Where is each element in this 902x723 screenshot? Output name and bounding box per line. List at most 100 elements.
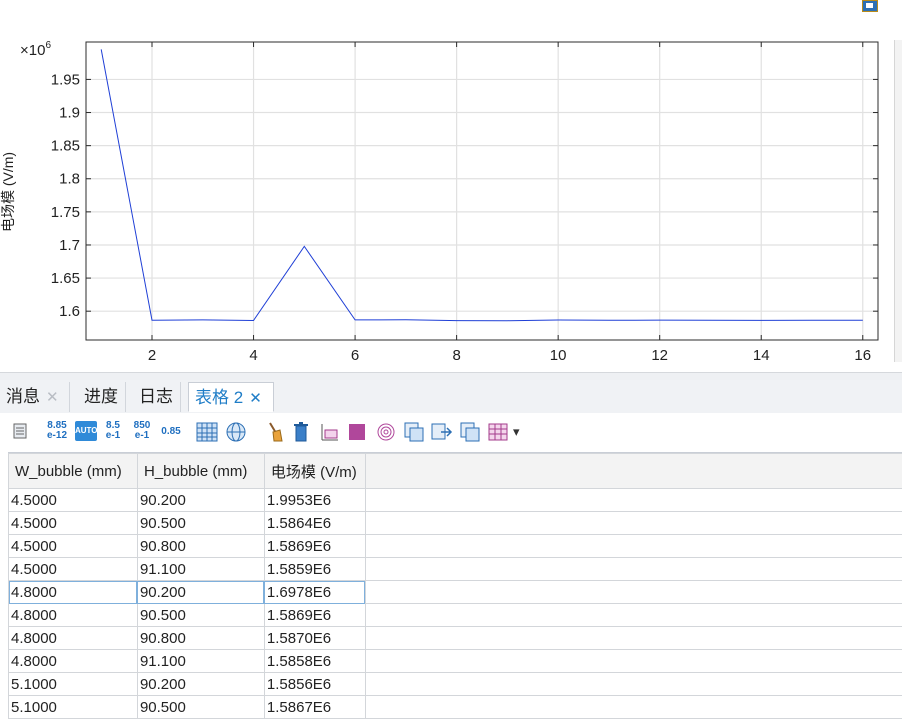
table-grid-icon[interactable] xyxy=(488,421,508,443)
table-cell[interactable]: 90.800 xyxy=(137,535,264,558)
y-axis-label: 电场模 (V/m) xyxy=(0,152,16,232)
engineering-notation-icon[interactable]: 8.5 e-1 xyxy=(103,421,123,443)
row-filler xyxy=(365,512,902,535)
row-filler xyxy=(365,627,902,650)
x-tick-label: 10 xyxy=(550,347,567,364)
table-cell[interactable]: 4.8000 xyxy=(9,604,138,627)
tab-messages[interactable]: 消息 ✕ xyxy=(0,382,70,412)
column-header[interactable]: W_bubble (mm) xyxy=(9,454,138,489)
decimal-notation-icon[interactable]: 0.85 xyxy=(158,421,184,443)
table-toolbar: 8.85 e-12 AUTO 8.5 e-1 850 e-1 0.85 ▾ xyxy=(0,413,902,451)
table-cell[interactable]: 4.5000 xyxy=(9,558,138,581)
table-cell[interactable]: 91.100 xyxy=(137,650,264,673)
tab-progress[interactable]: 进度 xyxy=(78,382,126,412)
tab-label: 表格 2 xyxy=(195,388,243,407)
chevron-down-icon[interactable]: ▾ xyxy=(513,421,525,443)
table-cell[interactable]: 1.5856E6 xyxy=(264,673,365,696)
x-tick-label: 2 xyxy=(148,347,156,364)
table-cell[interactable]: 90.500 xyxy=(137,696,264,719)
icon-text: e-1 xyxy=(131,431,153,441)
row-filler xyxy=(365,581,902,604)
table-cell[interactable]: 1.5869E6 xyxy=(264,535,365,558)
header-filler xyxy=(365,454,902,489)
tab-bar: 消息 ✕ 进度 日志 表格 2 ✕ xyxy=(0,380,902,414)
tab-label: 进度 xyxy=(84,387,118,406)
chart-series xyxy=(101,49,863,320)
table-cell[interactable]: 90.200 xyxy=(137,673,264,696)
globe-icon[interactable] xyxy=(225,421,247,443)
table-cell[interactable]: 4.8000 xyxy=(9,627,138,650)
table-cell[interactable]: 4.5000 xyxy=(9,512,138,535)
y-multiplier-label: ×106 xyxy=(20,40,51,59)
row-filler xyxy=(365,535,902,558)
close-icon[interactable]: ✕ xyxy=(249,390,262,407)
table-cell[interactable]: 5.1000 xyxy=(9,696,138,719)
table-cell[interactable]: 90.200 xyxy=(137,489,264,512)
tab-table-2[interactable]: 表格 2 ✕ xyxy=(188,382,274,412)
table-cell[interactable]: 1.5869E6 xyxy=(264,604,365,627)
window-icon[interactable] xyxy=(862,0,878,12)
table-cell[interactable]: 1.5858E6 xyxy=(264,650,365,673)
table-cell[interactable]: 4.5000 xyxy=(9,489,138,512)
y-tick-label: 1.75 xyxy=(51,204,80,221)
y-tick-label: 1.6 xyxy=(59,303,80,320)
auto-notation-icon[interactable]: AUTO xyxy=(75,421,97,441)
engineering-notation-2-icon[interactable]: 850 e-1 xyxy=(131,421,153,443)
table-cell[interactable]: 1.5870E6 xyxy=(264,627,365,650)
chart-grid xyxy=(86,42,878,340)
table-cell[interactable]: 90.800 xyxy=(137,627,264,650)
vertical-scrollbar[interactable] xyxy=(894,40,902,362)
table-options-icon[interactable] xyxy=(12,421,28,443)
row-filler xyxy=(365,696,902,719)
plot-frame xyxy=(86,42,878,340)
scientific-notation-icon[interactable]: 8.85 e-12 xyxy=(44,421,70,443)
paste-table-icon[interactable] xyxy=(460,421,480,443)
table-cell[interactable]: 1.5867E6 xyxy=(264,696,365,719)
table-plot-icon[interactable] xyxy=(320,421,340,443)
x-tick-label: 8 xyxy=(452,347,460,364)
table-cell[interactable]: 1.5864E6 xyxy=(264,512,365,535)
table-cell[interactable]: 90.200 xyxy=(137,581,264,604)
tab-label: 消息 xyxy=(6,387,40,406)
results-table-panel: W_bubble (mm) H_bubble (mm) 电场模 (V/m) 4.… xyxy=(8,452,902,723)
row-filler xyxy=(365,558,902,581)
x-tick-label: 14 xyxy=(753,347,770,364)
table-cell[interactable]: 1.5859E6 xyxy=(264,558,365,581)
contour-icon[interactable] xyxy=(376,421,396,443)
table-cell[interactable]: 1.6978E6 xyxy=(264,581,365,604)
x-tick-label: 16 xyxy=(854,347,871,364)
export-icon[interactable] xyxy=(431,421,453,443)
table-cell[interactable]: 90.500 xyxy=(137,604,264,627)
table-cell[interactable]: 4.8000 xyxy=(9,650,138,673)
column-header[interactable]: H_bubble (mm) xyxy=(137,454,264,489)
table-cell[interactable]: 1.9953E6 xyxy=(264,489,365,512)
table-view-icon[interactable] xyxy=(196,421,218,443)
x-tick-label: 12 xyxy=(651,347,668,364)
clear-broom-icon[interactable] xyxy=(264,421,284,443)
icon-text: e-1 xyxy=(103,431,123,441)
copy-table-icon[interactable] xyxy=(404,421,424,443)
column-header[interactable]: 电场模 (V/m) xyxy=(264,454,365,489)
color-square-icon[interactable] xyxy=(348,421,366,443)
delete-icon[interactable] xyxy=(292,421,310,443)
x-tick-label: 4 xyxy=(249,347,257,364)
table-cell[interactable]: 4.5000 xyxy=(9,535,138,558)
table-cell[interactable]: 90.500 xyxy=(137,512,264,535)
tab-log[interactable]: 日志 xyxy=(133,382,181,412)
table-cell[interactable]: 4.8000 xyxy=(9,581,138,604)
table-cell[interactable]: 91.100 xyxy=(137,558,264,581)
close-icon[interactable]: ✕ xyxy=(46,389,59,406)
table-cell[interactable]: 5.1000 xyxy=(9,673,138,696)
series-line xyxy=(101,49,863,320)
